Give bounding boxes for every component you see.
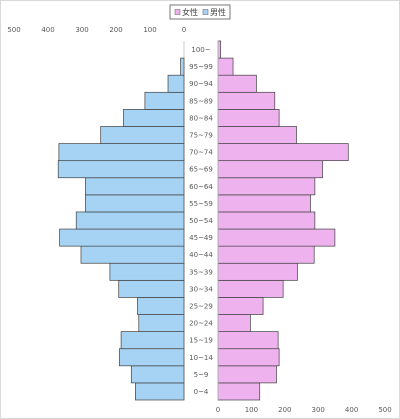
legend-swatch-female <box>174 9 181 15</box>
male-bar-55~59 <box>85 194 185 213</box>
female-bar-25~29 <box>217 297 264 315</box>
age-label: 85~89 <box>189 97 213 105</box>
age-label: 10~14 <box>189 354 213 362</box>
female-bar-0~4 <box>217 382 261 401</box>
female-axis-tick-label: 500 <box>378 406 391 414</box>
female-bar-80~84 <box>217 109 280 127</box>
age-label: 30~34 <box>189 285 213 293</box>
age-label: 50~54 <box>189 217 213 225</box>
female-bar-75~79 <box>217 126 297 144</box>
male-bar-25~29 <box>137 297 185 315</box>
legend-box <box>169 4 231 20</box>
female-bar-20~24 <box>217 314 251 332</box>
legend-label-female: 女性 <box>182 7 198 17</box>
age-labels: 0~4 5~9 10~14 15~19 20~24 25~29 30~34 35~39 40~4… <box>189 46 213 396</box>
age-label: 65~69 <box>189 166 213 174</box>
male-bar-90~94 <box>167 74 185 93</box>
age-label: 40~44 <box>189 251 213 259</box>
age-label: 60~64 <box>189 183 213 191</box>
female-bar-30~34 <box>217 279 284 298</box>
male-bar-10~14 <box>119 348 185 367</box>
male-bar-0~4 <box>135 382 185 401</box>
age-label: 75~79 <box>189 132 213 140</box>
age-label: 5~9 <box>194 371 209 379</box>
female-bar-15~19 <box>217 331 279 350</box>
female-bar-10~14 <box>217 348 280 367</box>
male-bar-35~39 <box>109 262 185 281</box>
age-label: 55~59 <box>189 200 213 208</box>
male-bar-70~74 <box>58 143 185 162</box>
female-bar-60~64 <box>217 177 316 196</box>
female-bar-85~89 <box>217 91 276 110</box>
male-bar-75~79 <box>100 126 185 144</box>
age-label: 100~ <box>191 46 210 54</box>
male-bar-80~84 <box>123 109 185 127</box>
age-label: 25~29 <box>189 302 213 310</box>
female-bar-40~44 <box>217 245 315 264</box>
female-bar-70~74 <box>217 143 349 162</box>
male-bar-60~64 <box>85 177 185 196</box>
legend-label-male: 男性 <box>210 7 226 17</box>
female-axis-tick-label: 300 <box>312 406 325 414</box>
age-label: 0~4 <box>194 388 209 396</box>
male-axis-tick-label: 100 <box>143 26 156 34</box>
female-bar-65~69 <box>217 160 323 179</box>
male-bars <box>57 57 185 401</box>
age-label: 95~99 <box>189 63 213 71</box>
female-bar-50~54 <box>217 211 316 230</box>
age-label: 35~39 <box>189 268 213 276</box>
age-label: 70~74 <box>189 149 213 157</box>
female-bars <box>217 40 349 401</box>
female-bar-90~94 <box>217 74 257 93</box>
female-axis-tick-label: 100 <box>245 406 258 414</box>
male-bar-5~9 <box>130 365 185 384</box>
male-bar-20~24 <box>138 314 185 332</box>
female-bar-35~39 <box>217 262 298 281</box>
male-axis-tick-label: 300 <box>75 26 88 34</box>
male-axis-tick-label: 400 <box>41 26 54 34</box>
age-label: 45~49 <box>189 234 213 242</box>
male-axis-tick-label: 200 <box>109 26 122 34</box>
male-axis-tick-label: 0 <box>182 26 186 34</box>
age-label: 80~84 <box>189 114 213 122</box>
female-bar-5~9 <box>217 365 277 384</box>
legend-swatch-male <box>202 9 209 15</box>
male-bar-95~99 <box>180 57 185 76</box>
female-bar-100~ <box>217 40 222 59</box>
female-axis-tick-label: 400 <box>345 406 358 414</box>
age-label: 20~24 <box>189 320 213 328</box>
male-axis-tick-label: 500 <box>7 26 20 34</box>
male-bar-65~69 <box>57 160 185 179</box>
female-bar-55~59 <box>217 194 311 213</box>
male-bar-40~44 <box>80 245 185 264</box>
female-axis-tick-label: 0 <box>216 406 220 414</box>
male-bar-15~19 <box>120 331 185 350</box>
male-bar-30~34 <box>118 279 185 298</box>
age-label: 90~94 <box>189 80 213 88</box>
female-axis: 0 100 200 300 400 500 <box>216 41 392 414</box>
male-bar-85~89 <box>144 91 185 110</box>
female-axis-tick-label: 200 <box>278 406 291 414</box>
male-bar-50~54 <box>75 211 185 230</box>
legend: 女性 男性 <box>169 4 231 20</box>
female-bar-95~99 <box>217 57 234 76</box>
age-label: 15~19 <box>189 337 213 345</box>
female-bar-45~49 <box>217 228 336 247</box>
male-bar-45~49 <box>59 228 185 247</box>
